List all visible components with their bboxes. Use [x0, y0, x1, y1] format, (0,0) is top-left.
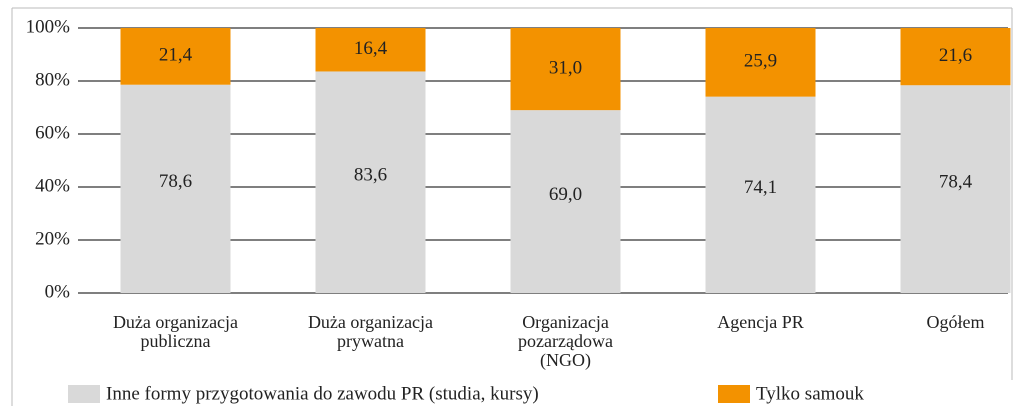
value-label: 25,9	[744, 51, 777, 72]
value-label: 21,4	[159, 45, 193, 66]
x-tick-label: Ogółem	[926, 312, 985, 332]
y-tick-label: 60%	[35, 122, 70, 143]
value-label: 83,6	[354, 165, 387, 186]
value-label: 16,4	[354, 38, 388, 59]
x-tick-label: Duża organizacja prywatna	[307, 312, 434, 351]
bar-segment	[900, 85, 1011, 294]
value-label: 78,4	[939, 171, 973, 192]
legend-label: Tylko samouk	[756, 383, 864, 404]
x-tick-label: Organizacja pozarządowa (NGO)	[518, 312, 613, 370]
bar-segment	[315, 28, 426, 72]
legend-label: Inne formy przygotowania do zawodu PR (s…	[106, 383, 539, 404]
bar-segment	[120, 84, 231, 294]
value-label: 74,1	[744, 177, 777, 198]
legend-swatch	[68, 385, 100, 403]
x-tick-label: Duża organizacja publiczna	[112, 312, 239, 351]
bar-segment	[510, 110, 621, 294]
y-tick-label: 40%	[35, 175, 70, 196]
bar-segment	[900, 28, 1011, 86]
value-label: 78,6	[159, 171, 192, 192]
bar-segment	[120, 28, 231, 85]
value-label: 31,0	[549, 57, 582, 78]
y-tick-label: 0%	[45, 281, 71, 302]
value-label: 69,0	[549, 184, 582, 205]
y-tick-label: 80%	[35, 69, 70, 90]
bar-segment	[705, 28, 816, 97]
bar-segment	[315, 71, 426, 294]
bar-segment	[510, 28, 621, 111]
value-label: 21,6	[939, 45, 972, 66]
bar-segment	[705, 96, 816, 293]
y-tick-label: 100%	[26, 16, 71, 37]
x-tick-label: Agencja PR	[717, 312, 804, 332]
y-tick-label: 20%	[35, 228, 70, 249]
legend-swatch	[718, 385, 750, 403]
